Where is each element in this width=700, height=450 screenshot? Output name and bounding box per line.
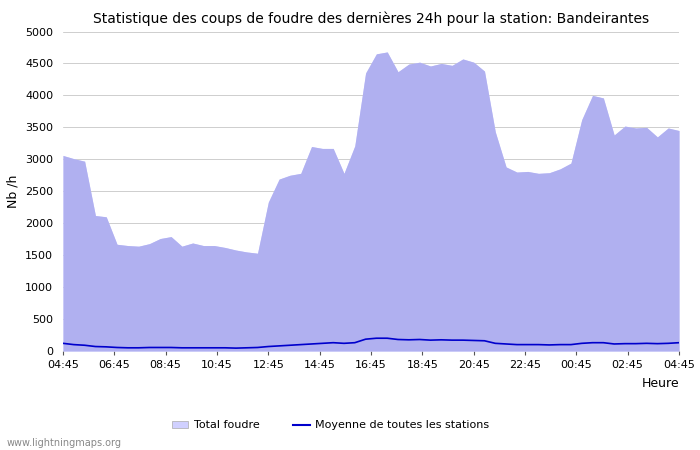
Title: Statistique des coups de foudre des dernières 24h pour la station: Bandeirantes: Statistique des coups de foudre des dern…: [93, 12, 649, 26]
Text: Heure: Heure: [641, 377, 679, 390]
Y-axis label: Nb /h: Nb /h: [6, 175, 20, 208]
Legend: Foudre détectée par Bandeirantes: Foudre détectée par Bandeirantes: [167, 447, 389, 450]
Text: www.lightningmaps.org: www.lightningmaps.org: [7, 438, 122, 448]
